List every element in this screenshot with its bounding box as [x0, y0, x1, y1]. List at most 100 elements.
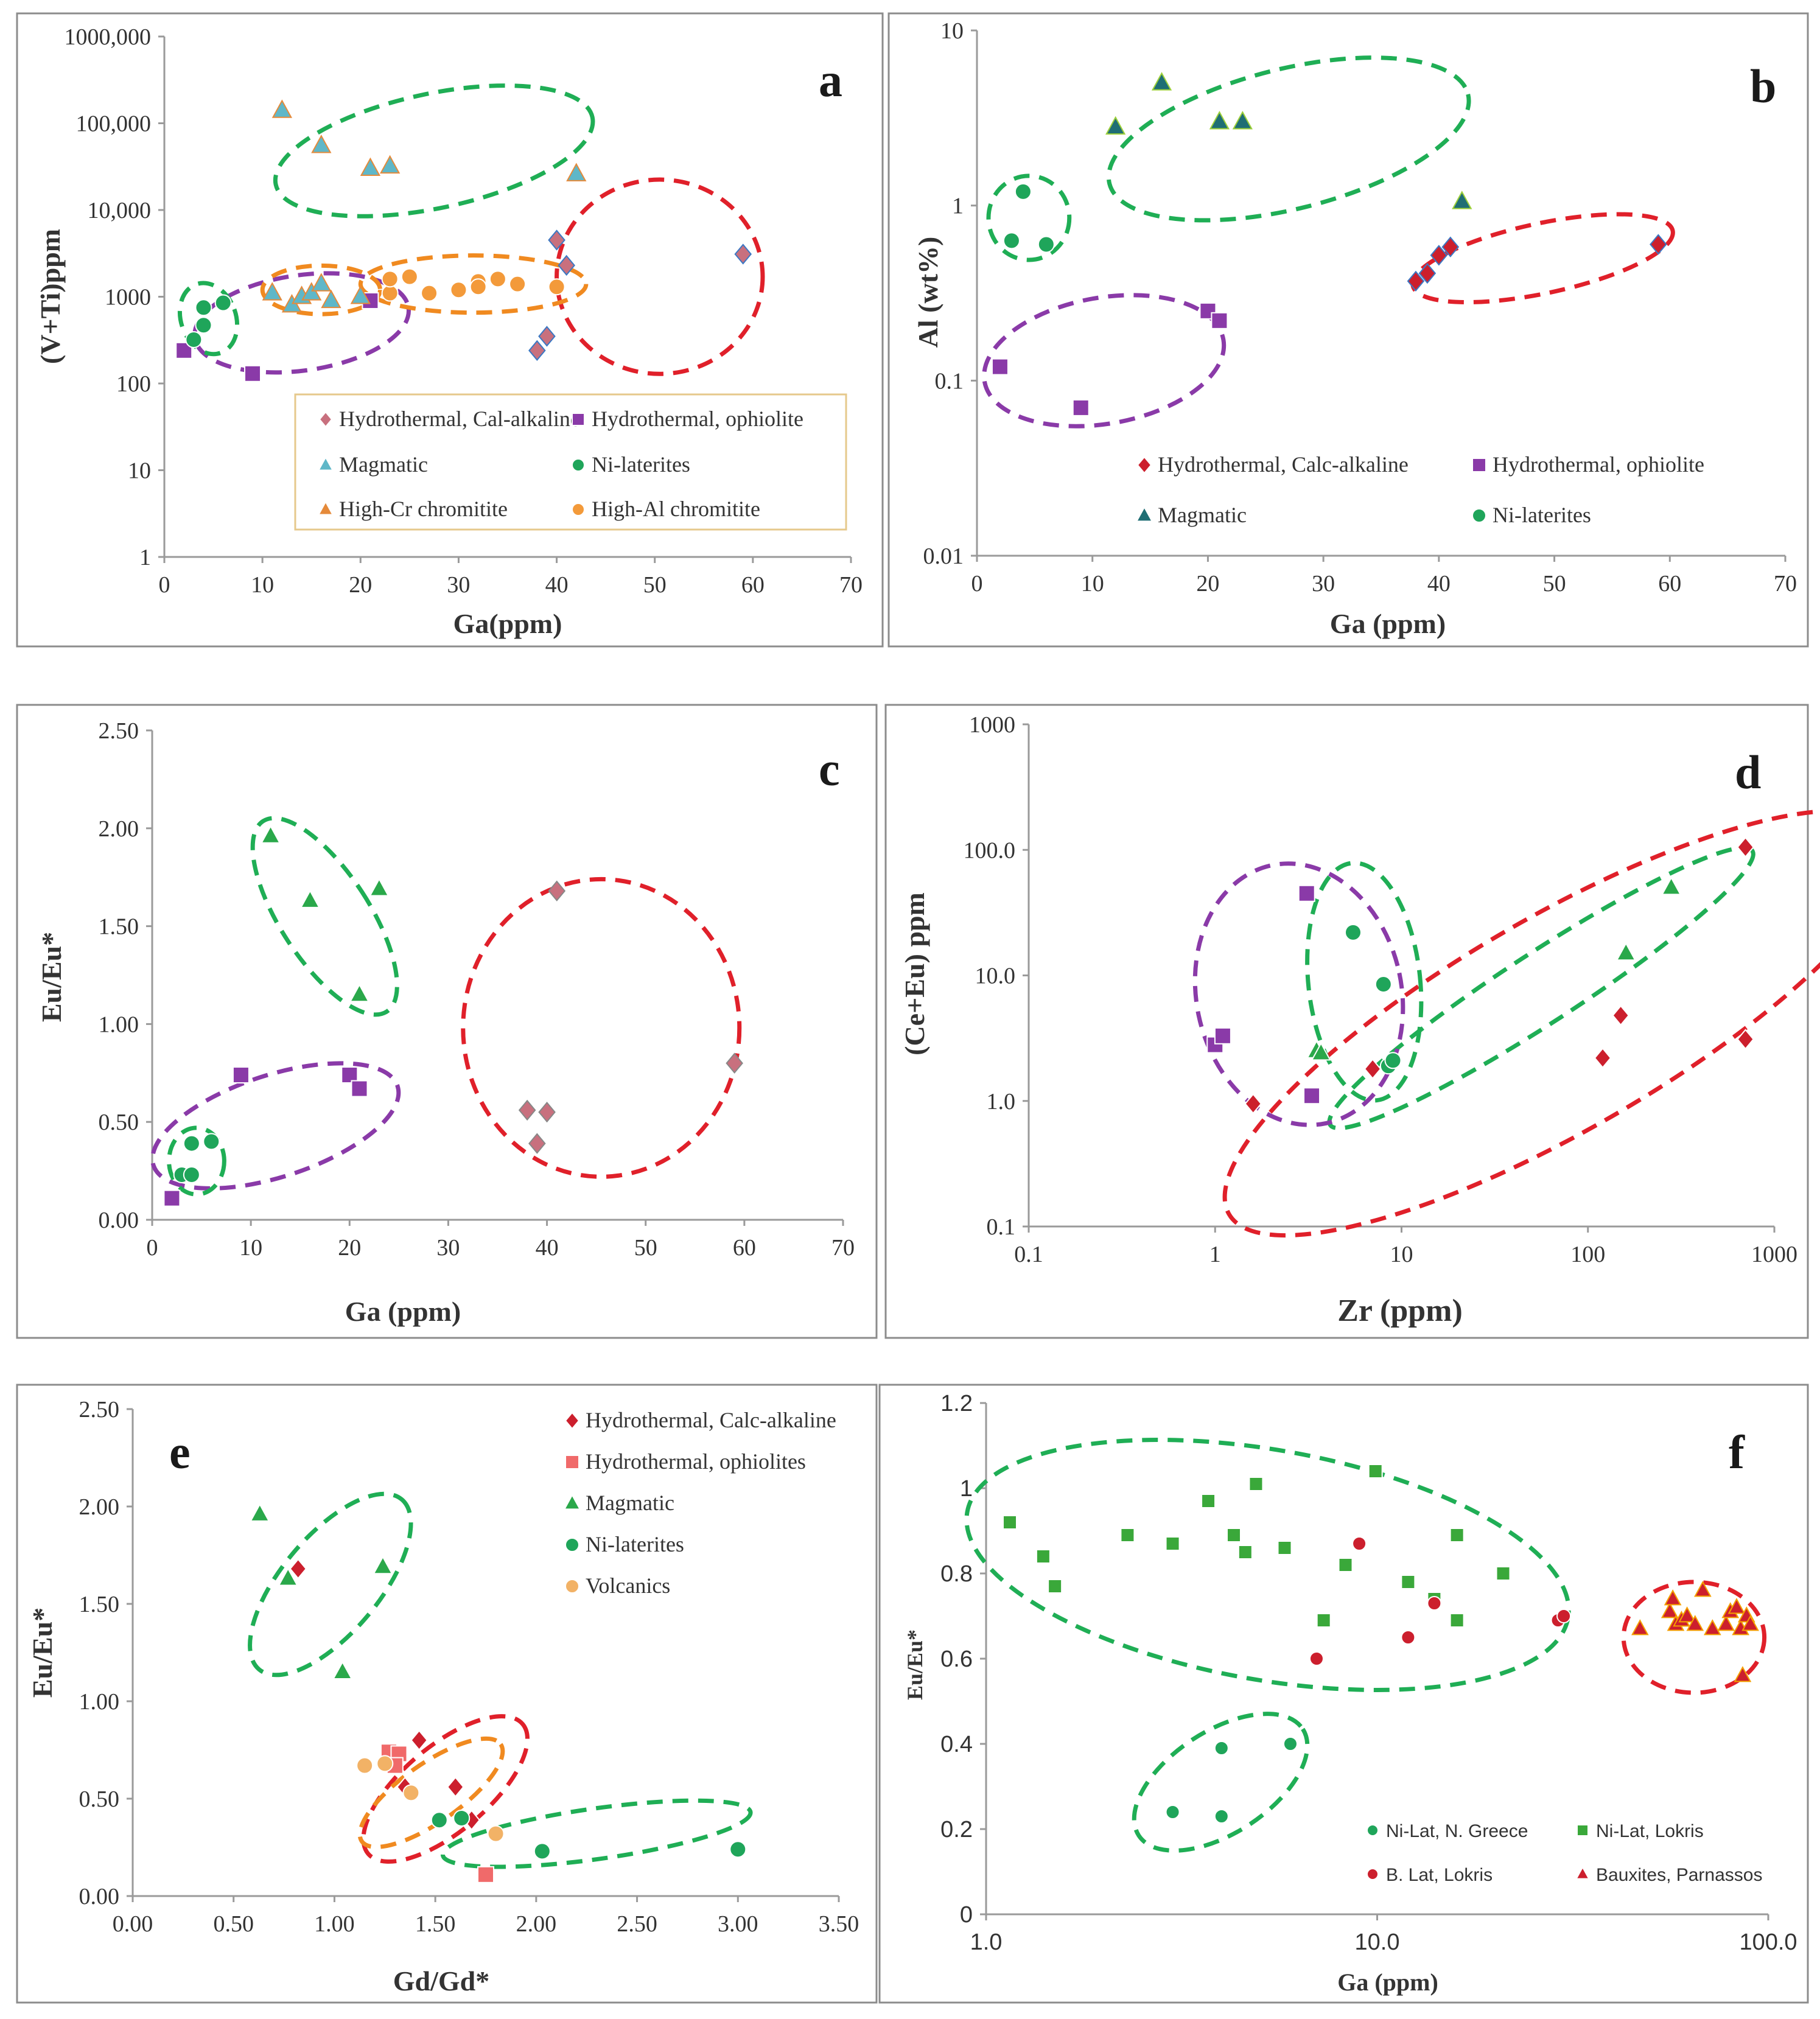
- panel-e-y-tick-label: 2.50: [79, 1397, 120, 1422]
- panel-e-x-tick-label: 0.50: [213, 1911, 254, 1937]
- panel-f-point-b-lat-lokris: [1309, 1651, 1324, 1666]
- panel-f-x-label: Ga (ppm): [1337, 1968, 1438, 1996]
- panel-f-point-bauxites-parnassos: [1694, 1581, 1712, 1597]
- panel-e-y-label: Eu/Eu*: [27, 1608, 58, 1698]
- panel-e-x-tick-label: 3.50: [819, 1911, 859, 1937]
- panel-f-point-ni-lat-lokris: [1496, 1566, 1511, 1581]
- panel-c-group-ellipse-2: [461, 877, 742, 1179]
- panel-b-group-ellipse-4: [986, 173, 1072, 262]
- panel-f-point-b-lat-lokris: [1352, 1536, 1367, 1551]
- panel-b-point-hydrothermal-calc-alkaline: [1430, 245, 1448, 266]
- panel-a-ticks: 0 10 20 30 40 50 60 70 1 10 100 1000 10,000 100,000 10…: [65, 24, 863, 598]
- panel-d-group-ellipse-4: [1192, 861, 1405, 1127]
- panel-e-point-volcanics: [356, 1757, 374, 1774]
- panel-a-point-magmatic: [321, 289, 341, 309]
- panel-f-x-tick-label: 10.0: [1355, 1930, 1400, 1955]
- panel-d-point-ni-laterites: [1344, 923, 1362, 941]
- panel-f-frame: [878, 1384, 1809, 2004]
- panel-f-legend-marker: [1367, 1824, 1379, 1836]
- panel-c-point-hydrothermal-cal-alkaline: [548, 880, 566, 901]
- panel-a-x-tick-label: 30: [447, 572, 470, 598]
- panel-f-point-ni-lat-lokris: [1165, 1536, 1180, 1551]
- panel-f-point-ni-lat-lokris: [1201, 1494, 1216, 1508]
- panel-f-point-bauxites-parnassos: [1661, 1602, 1679, 1618]
- panel-c-x-tick-label: 20: [338, 1235, 361, 1261]
- panel-c-point-hydrothermal-ophiolite: [351, 1080, 368, 1097]
- panel-e-point-volcanics: [402, 1784, 420, 1802]
- panel-b-point-hydrothermal-ophiolite: [1072, 399, 1090, 416]
- panel-c-point-magmatic: [369, 878, 390, 897]
- panel-a-x-tick-label: 70: [839, 572, 863, 598]
- panel-d-point-hydrothermal-ophiolite: [1298, 884, 1315, 902]
- panel-f-point-ni-lat-n-greece: [1214, 1741, 1229, 1755]
- panel-f-point-ni-lat-lokris: [1449, 1613, 1465, 1628]
- panel-c-y-tick-label: 0.50: [99, 1110, 139, 1135]
- panel-f-point-ni-lat-lokris: [1002, 1515, 1017, 1530]
- panel-b-point-ni-laterites: [1003, 232, 1020, 250]
- panel-f-point-ni-lat-n-greece: [1283, 1737, 1298, 1751]
- panel-b-point-hydrothermal-ophiolite: [991, 358, 1009, 376]
- panel-c-group-ellipse-4: [167, 1125, 226, 1197]
- panel-c-letter: c: [819, 743, 840, 796]
- panel-b-letter: b: [1750, 60, 1776, 113]
- panel-f-legend-marker: [1575, 1866, 1591, 1880]
- panel-f-legend: Ni-Lat, N. Greece Ni-Lat, Lokris B. Lat, L…: [1367, 1821, 1762, 1885]
- panel-e-y-tick-label: 1.00: [79, 1689, 120, 1715]
- panel-a-point-ni-laterites: [214, 294, 232, 312]
- panel-c-point-hydrothermal-cal-alkaline: [726, 1052, 743, 1074]
- panel-a-x-label: Ga(ppm): [453, 608, 562, 639]
- panel-a-y-label: (V+Ti)ppm: [35, 229, 66, 364]
- panel-a-point-ni-laterites: [195, 299, 212, 317]
- panel-c-points: [163, 825, 743, 1207]
- panel-f-point-b-lat-lokris: [1401, 1630, 1416, 1645]
- panel-b-y-tick-label: 0.1: [935, 368, 964, 394]
- panel-b-x-tick-label: 60: [1658, 571, 1681, 597]
- panel-a-y-tick-label: 1000,000: [65, 24, 152, 50]
- panel-d-x-tick-label: 1000: [1751, 1242, 1797, 1267]
- panel-f-group-ellipse-3: [1621, 1580, 1767, 1695]
- panel-b-legend-label: Hydrothermal, ophiolite: [1493, 452, 1704, 477]
- panel-a: 0 10 20 30 40 50 60 70 1 10 100 1000 10,000 100,000 10…: [16, 12, 884, 648]
- panel-d-frame: [884, 704, 1809, 1339]
- panel-f-legend-label: Bauxites, Parnassos: [1596, 1865, 1762, 1885]
- panel-b-x-tick-label: 10: [1081, 571, 1104, 597]
- panel-b-point-ni-laterites: [1037, 236, 1055, 253]
- panel-b-point-hydrothermal-calc-alkaline: [1650, 234, 1667, 255]
- panel-b-x-tick-label: 30: [1312, 571, 1335, 597]
- panel-d-x-label: Zr (ppm): [1337, 1293, 1463, 1328]
- panel-d-y-tick-label: 1.0: [987, 1089, 1016, 1114]
- panel-a-legend-label: Hydrothermal, ophiolite: [592, 407, 803, 431]
- panel-f-y-tick-label: 0.6: [940, 1646, 973, 1672]
- panel-a-point-magmatic: [262, 282, 282, 301]
- panel-e-legend-marker: [565, 1538, 579, 1552]
- panel-a-legend-label: High-Al chromitite: [592, 497, 760, 521]
- panel-b-point-magmatic: [1452, 191, 1472, 209]
- panel-a-point-ni-laterites: [195, 317, 212, 334]
- panel-d: 0.1 1 10 100 1000 0.1 1.0 10.0 100.0 1000 d Zr (p…: [884, 704, 1820, 1339]
- panel-e-x-tick-label: 1.00: [314, 1911, 355, 1937]
- panel-c-x-tick-label: 30: [436, 1235, 460, 1261]
- panel-a-point-magmatic: [311, 273, 332, 292]
- panel-a-point-magmatic: [301, 282, 322, 301]
- panel-a-legend-label: Magmatic: [339, 452, 428, 477]
- panel-b-legend-label: Magmatic: [1158, 503, 1247, 527]
- panel-d-group-ellipse-1: [1222, 808, 1820, 1238]
- panel-a-group-ellipse-1: [273, 83, 595, 219]
- panel-a-ellipses: [177, 83, 765, 376]
- panel-a-point-high-al-chromitite: [401, 268, 418, 285]
- panel-a-point-magmatic: [379, 155, 401, 174]
- panel-a-group-ellipse-4: [260, 263, 383, 317]
- panel-b-legend-label: Hydrothermal, Calc-alkaline: [1158, 452, 1409, 477]
- panel-a-y-tick-label: 10,000: [88, 198, 152, 223]
- panel-b-points: [991, 72, 1667, 416]
- panel-a-legend: [294, 393, 847, 531]
- panel-a-point-high-al-chromitite: [548, 278, 565, 296]
- panel-a-legend-label: High-Cr chromitite: [339, 497, 508, 521]
- panel-a-group-ellipse-2: [555, 177, 765, 376]
- panel-a-legend-marker: [572, 413, 585, 426]
- panel-d-y-tick-label: 10.0: [975, 964, 1016, 989]
- panel-b-y-tick-label: 1: [952, 194, 964, 219]
- panel-d-x-tick-label: 100: [1570, 1242, 1605, 1267]
- panel-e-point-ni-laterites: [430, 1811, 448, 1829]
